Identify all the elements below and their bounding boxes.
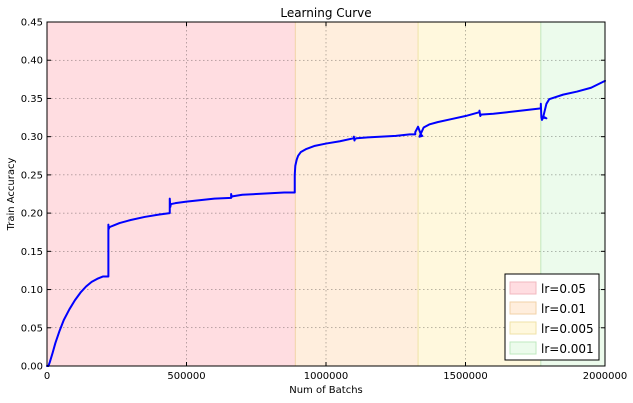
y-tick-label-7: 0.35 [21, 94, 43, 105]
x-tick-label-1: 500000 [167, 371, 205, 382]
region-1 [295, 22, 419, 366]
y-tick-label-2: 0.10 [21, 285, 43, 296]
x-tick-label-0: 0 [44, 371, 50, 382]
y-tick-label-6: 0.30 [21, 132, 43, 143]
y-axis-label: Train Accuracy [6, 158, 17, 232]
y-tick-label-0: 0.00 [21, 362, 43, 373]
chart-title: Learning Curve [280, 6, 371, 20]
x-axis-label: Num of Batchs [289, 385, 363, 396]
x-tick-label-3: 1500000 [443, 371, 488, 382]
y-tick-label-9: 0.45 [21, 18, 43, 29]
y-tick-label-3: 0.15 [21, 247, 43, 258]
y-tick-label-8: 0.40 [21, 56, 43, 67]
legend-label-2: lr=0.005 [541, 322, 594, 336]
y-tick-label-1: 0.05 [21, 323, 43, 334]
x-tick-label-2: 1000000 [304, 371, 349, 382]
legend-swatch-0 [509, 281, 537, 295]
axis-ticks: 0 500000 1000000 1500000 2000000 0.00 0.05 0.10… [21, 18, 628, 383]
legend-swatch-3 [509, 341, 537, 355]
legend-label-1: lr=0.01 [541, 302, 586, 316]
legend-label-3: lr=0.001 [541, 342, 594, 356]
legend-swatch-2 [509, 321, 537, 335]
series-lines [46, 79, 606, 367]
grid [47, 22, 605, 366]
x-tick-label-4: 2000000 [583, 371, 628, 382]
legend-swatch-1 [509, 301, 537, 315]
series-line-0 [46, 79, 606, 367]
y-tick-label-5: 0.25 [21, 170, 43, 181]
y-tick-label-4: 0.20 [21, 209, 43, 220]
legend-label-0: lr=0.05 [541, 282, 586, 296]
legend: lr=0.05 lr=0.01 lr=0.005 lr=0.001 [504, 273, 600, 361]
